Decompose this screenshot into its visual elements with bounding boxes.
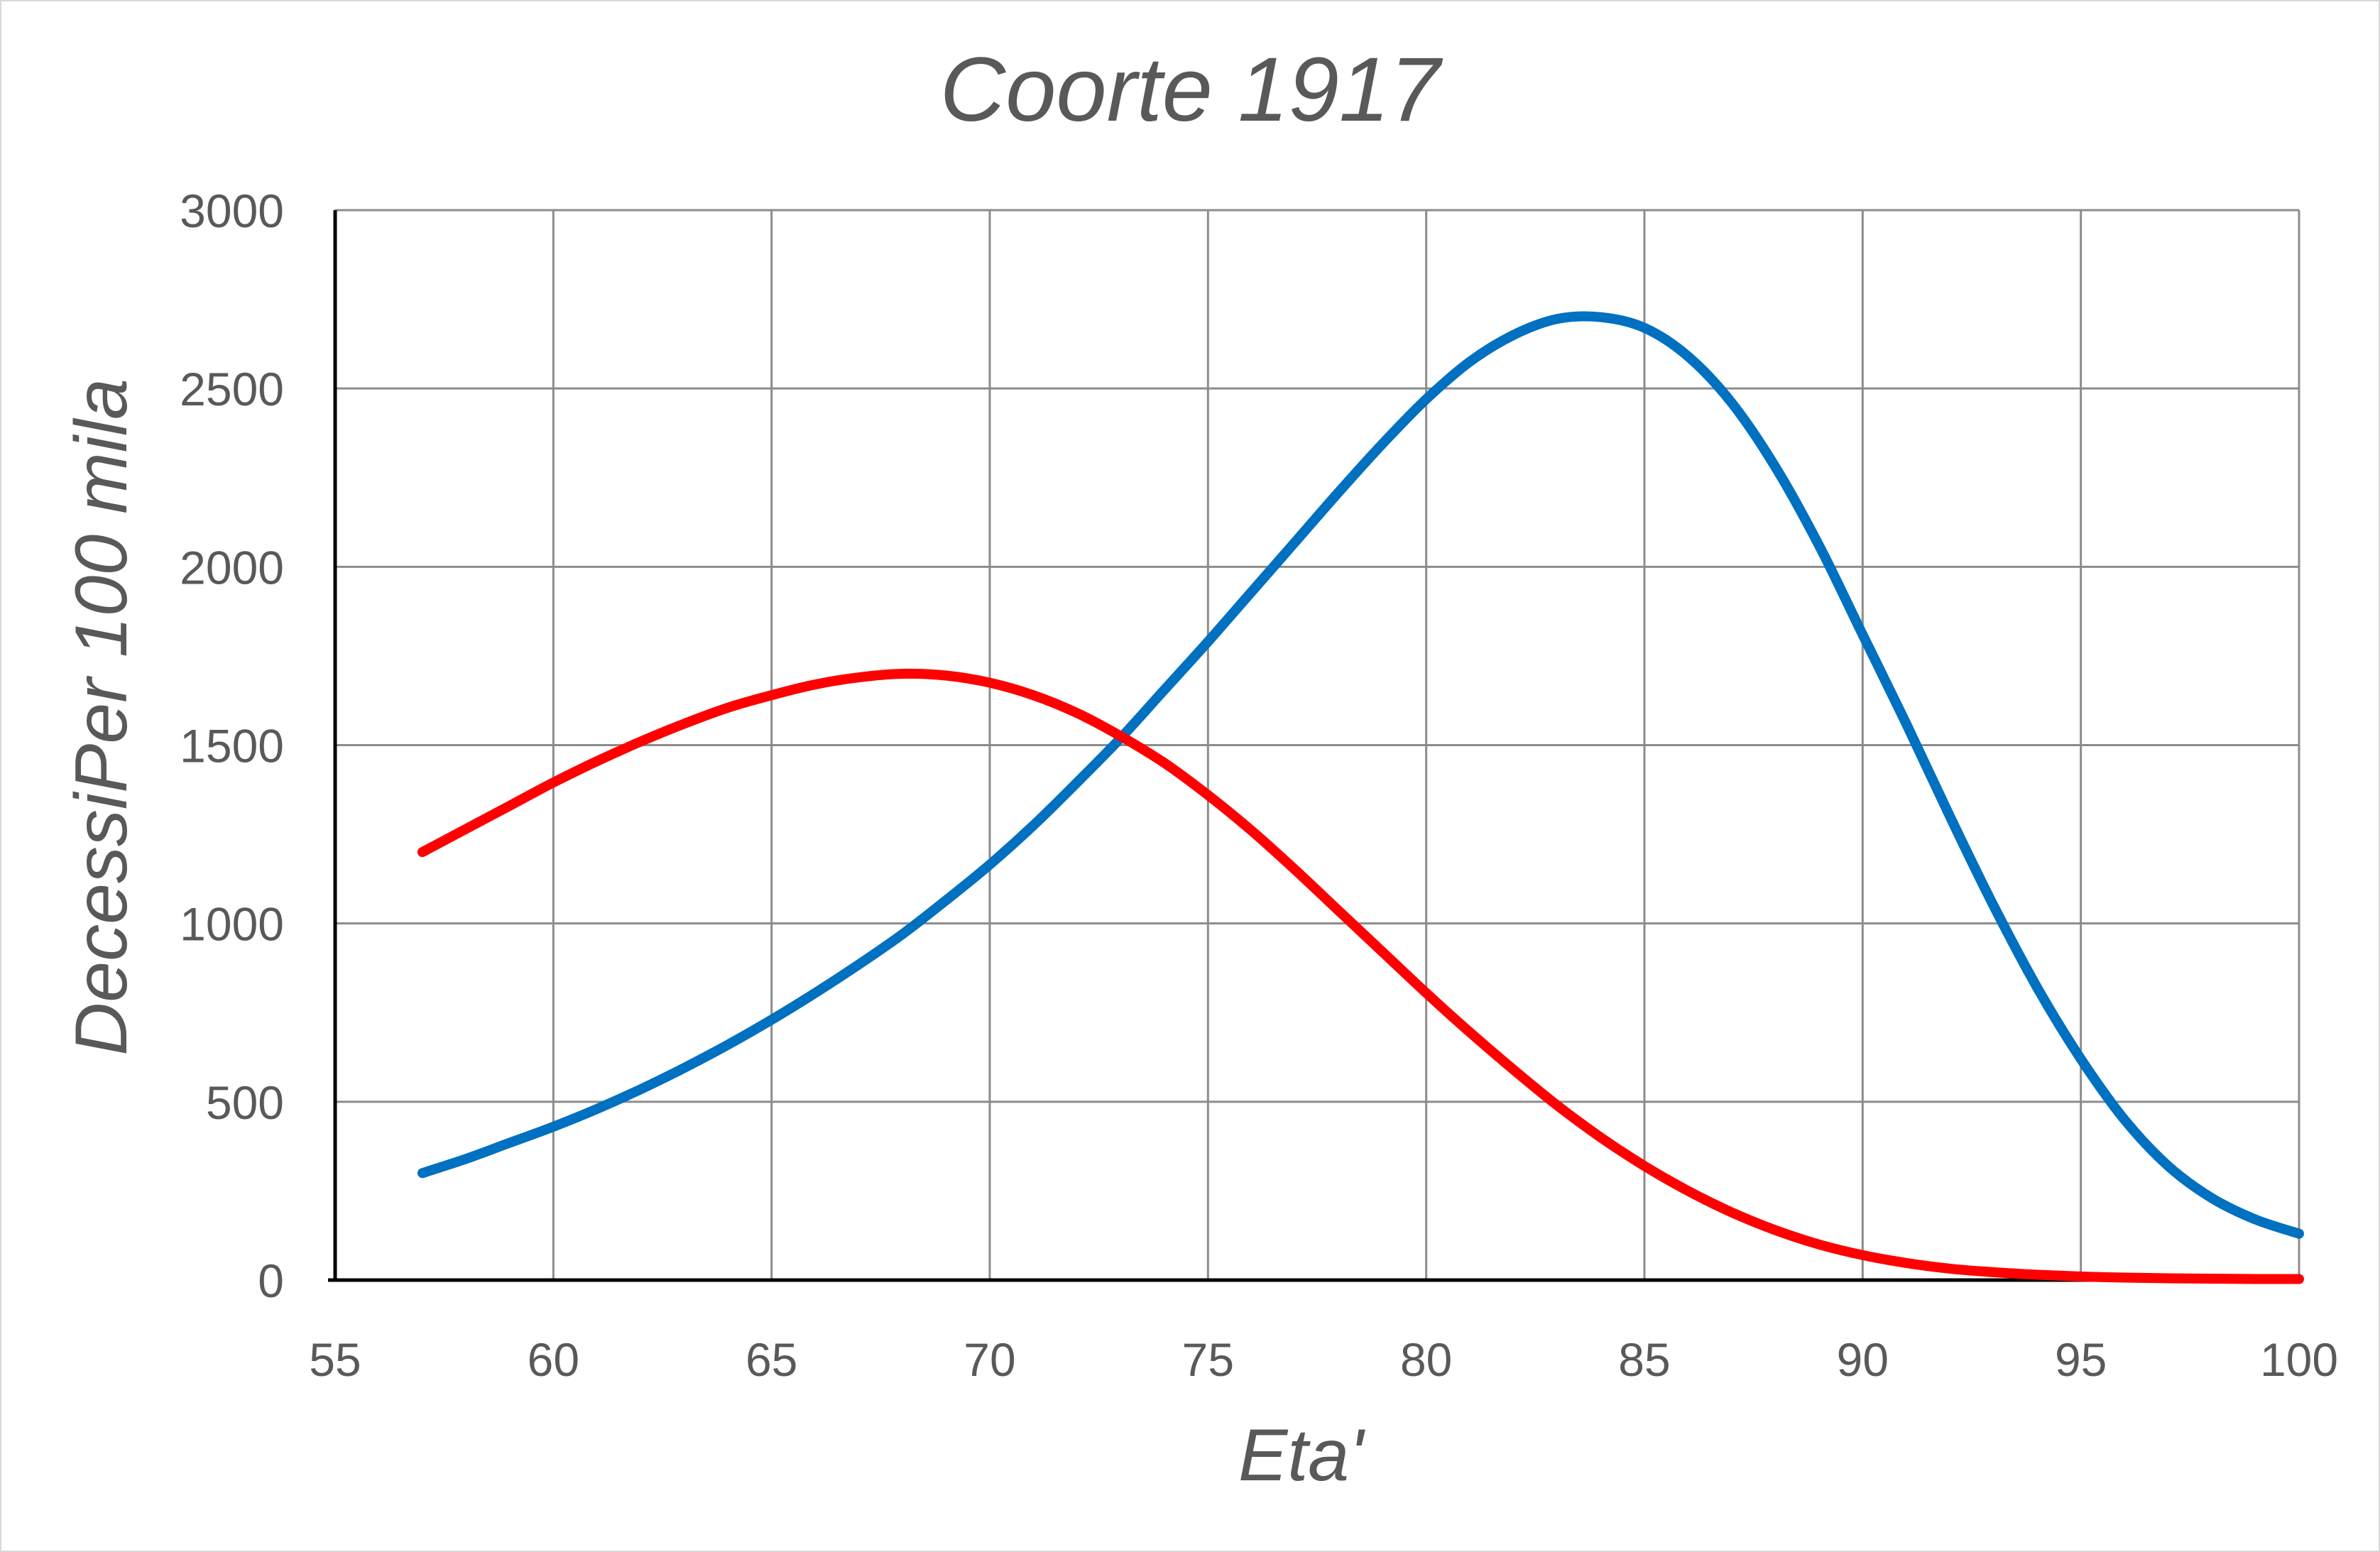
chart-title: Coorte 1917 xyxy=(940,39,1443,141)
y-tick-labels: 0 500 1000 1500 2000 2500 3000 xyxy=(180,185,284,1307)
y-axis-label: DecessiPer 100 mila xyxy=(60,378,143,1056)
x-axis-label: Eta' xyxy=(1238,1414,1365,1497)
y-tick-label: 3000 xyxy=(180,185,284,237)
x-tick-label: 85 xyxy=(1618,1333,1670,1386)
x-tick-label: 75 xyxy=(1182,1333,1234,1386)
y-tick-label: 0 xyxy=(258,1255,284,1307)
series-line-red xyxy=(417,668,2304,1284)
gridlines xyxy=(335,209,2300,1280)
x-tick-label: 80 xyxy=(1400,1333,1452,1386)
y-tick-label: 500 xyxy=(206,1076,284,1129)
x-tick-label: 55 xyxy=(309,1333,361,1386)
y-tick-label: 1500 xyxy=(180,720,284,772)
x-tick-label: 60 xyxy=(528,1333,579,1386)
x-tick-label: 90 xyxy=(1837,1333,1889,1386)
series-line-blue xyxy=(417,311,2304,1239)
y-tick-label: 1000 xyxy=(180,898,284,951)
x-tick-label: 70 xyxy=(964,1333,1015,1386)
x-tick-label: 95 xyxy=(2055,1333,2107,1386)
axes xyxy=(328,210,2299,1282)
x-tick-label: 100 xyxy=(2260,1333,2338,1386)
series-lines xyxy=(417,311,2304,1284)
x-tick-label: 65 xyxy=(746,1333,797,1386)
y-tick-label: 2500 xyxy=(180,363,284,415)
x-tick-labels: 55 60 65 70 75 80 85 90 95 100 xyxy=(309,1333,2338,1386)
y-tick-label: 2000 xyxy=(180,541,284,594)
